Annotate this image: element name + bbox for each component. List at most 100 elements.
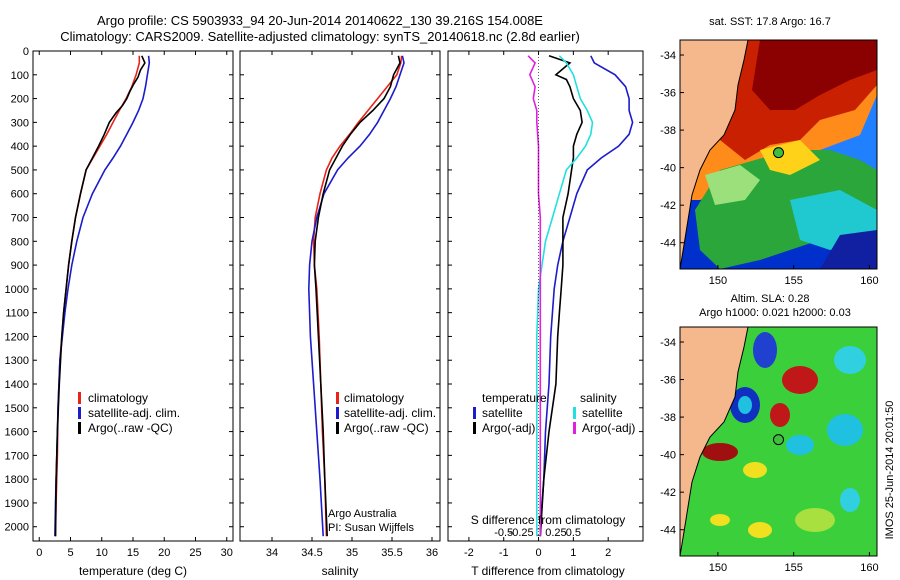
series-t-satellite [539,55,634,537]
legend-argo: Argo(..raw -QC) [88,421,173,435]
y-tick-label: 300 [11,117,29,129]
series-s-satellite [535,55,594,537]
sla-argo-marker [773,434,784,446]
legend-satellite: satellite-adj. clim. [88,406,180,420]
title-line-1: Argo profile: CS 5903933_94 20-Jun-2014 … [97,13,543,28]
legend-swatch-argo [78,422,81,434]
legend-swatch-t-satellite [473,407,476,419]
series-satellite-adj-clim- [54,55,151,537]
series-climatology [54,55,141,537]
legend-swatch-argo [336,422,339,434]
lat-tick-label: -38 [660,125,676,137]
series-argo [54,55,146,537]
legend-t-argo: Argo(-adj) [482,421,535,435]
x-tick-label: 15 [127,547,139,559]
y-tick-label: 700 [11,213,29,225]
depth-axis: 0 100 200 300 400 500 600 700 800 900 1000 1100 1200… [5,46,233,534]
pi-label: PI: Susan Wijffels [328,522,414,534]
y-tick-label: 2000 [5,522,29,534]
x2-tick-label: -0.5 [494,527,513,539]
x-tick-label: -1 [499,547,509,559]
x-tick-label: 36 [426,547,438,559]
legend-t-satellite: satellite [482,406,523,420]
imos-stamp: IMOS 25-Jun-2014 20:01:50 [884,401,896,540]
legend-climatology: climatology [88,391,148,405]
lon-tick-label: 150 [709,275,727,287]
legend-argo: Argo(..raw -QC) [344,421,429,435]
x-tick-label: 35.5 [381,547,402,559]
y-tick-label: 100 [11,70,29,82]
y-tick-label: 1000 [5,284,29,296]
y-tick-label: 1200 [5,331,29,343]
legend-swatch-t-argo [473,422,476,434]
lon-tick-label: 155 [784,275,802,287]
x-tick-label: 30 [221,547,233,559]
legend-s-satellite: satellite [582,406,623,420]
difference-legend: temperature salinity satellite Argo(-adj… [473,391,635,435]
legend-satellite: satellite-adj. clim. [344,406,436,420]
lat-tick-label: -36 [660,375,676,387]
sst-map: sat. SST: 17.8 Argo: 16.7 150 155 160 -34 -3… [660,16,879,287]
sla-map-ticks: 150 155 160 -34 -36 -38 -40 -42 -44 [660,337,879,574]
temperature-legend: climatology satellite-adj. clim. Argo(..… [78,391,180,435]
difference-axes [447,50,644,542]
lat-tick-label: -34 [660,337,676,349]
x-tick-label: 34 [266,547,278,559]
x2-tick-label: 0 [535,527,541,539]
sst-map-frame [679,39,878,270]
temperature-series [54,55,151,537]
legend-swatch-satellite [78,407,81,419]
lat-tick-label: -40 [660,450,676,462]
series-satellite-adj-clim- [307,55,405,537]
lat-tick-label: -36 [660,88,676,100]
legend-s-argo: Argo(-adj) [582,421,635,435]
x-tick-label: 0 [535,547,541,559]
x-tick-label: 34.5 [301,547,322,559]
y-tick-label: 600 [11,189,29,201]
series-argo [313,55,401,537]
legend-title-temperature: temperature [482,391,547,405]
x-tick-label: 2 [605,547,611,559]
legend-swatch-climatology [336,392,339,404]
lon-tick-label: 155 [784,562,802,574]
x-tick-label: 20 [158,547,170,559]
argo-australia-label: Argo Australia [328,508,397,520]
legend-climatology: climatology [344,391,404,405]
difference-panel: -2 -1 0 1 2 -0.5-0.25 0 0.25 0.5 T difference fr… [447,50,644,578]
y-tick-label: 0 [23,46,29,58]
x-tick-label: 0 [36,547,42,559]
sla-map-title: Altim. SLA: 0.28 [731,293,810,305]
legend-swatch-satellite [336,407,339,419]
title-line-2: Climatology: CARS2009. Satellite-adjuste… [60,29,580,44]
difference-series [527,51,634,541]
lon-tick-label: 150 [709,562,727,574]
salinity-legend: climatology satellite-adj. clim. Argo(..… [336,391,436,435]
t-diff-xlabel: T difference from climatology [471,564,625,578]
y-tick-label: 400 [11,141,29,153]
salinity-axes [239,50,441,542]
lat-tick-label: -34 [660,50,676,62]
sla-map-subtitle: Argo h1000: 0.021 h2000: 0.03 [699,307,851,319]
x2-tick-label: -0.25 [509,527,534,539]
temperature-x-axis: 0 5 10 15 20 25 30 [36,51,233,559]
y-tick-label: 1100 [5,308,29,320]
x-tick-label: 1 [570,547,576,559]
series-s-argo-adj- [527,55,542,537]
lat-tick-label: -42 [660,487,676,499]
x2-tick-label: 0.5 [566,527,581,539]
y-tick-label: 200 [11,94,29,106]
sla-map: Altim. SLA: 0.28 Argo h1000: 0.021 h2000… [660,293,879,574]
legend-swatch-climatology [78,392,81,404]
sla-map-frame [679,326,878,557]
legend-title-salinity: salinity [580,391,617,405]
y-tick-label: 1700 [5,450,29,462]
x-tick-label: 5 [67,547,73,559]
y-tick-label: 1400 [5,379,29,391]
x-tick-label: 25 [189,547,201,559]
legend-swatch-s-argo [573,422,576,434]
x-tick-label: 35 [346,547,358,559]
lat-tick-label: -40 [660,163,676,175]
y-tick-label: 900 [11,260,29,272]
salinity-ticks [240,50,440,528]
